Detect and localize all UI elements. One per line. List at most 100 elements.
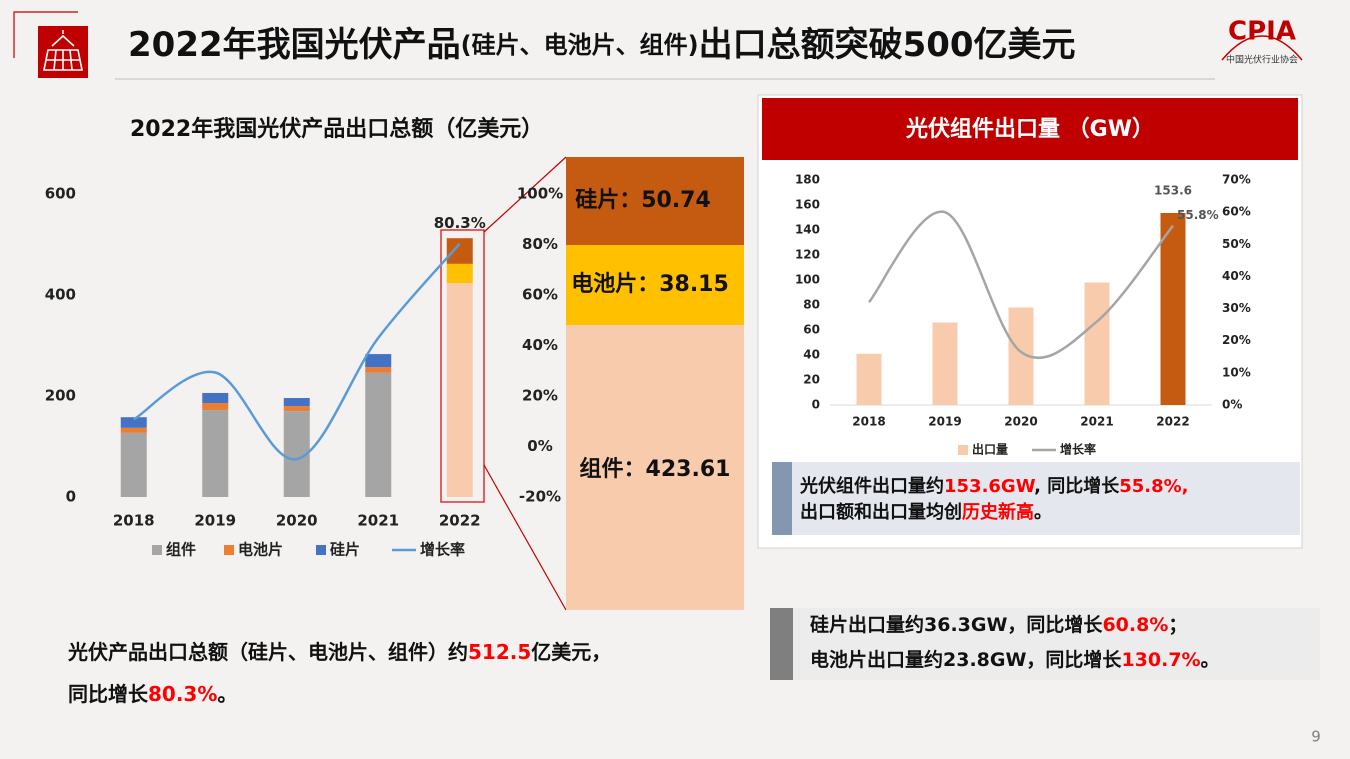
note-segment: 出口额和出口量均创 xyxy=(800,501,962,523)
note-segment: 。 xyxy=(1201,649,1220,671)
y2-tick-label: 10% xyxy=(1222,365,1251,379)
note-line: 出口额和出口量均创历史新高。 xyxy=(800,501,1052,523)
bar xyxy=(446,263,473,284)
icon-grid xyxy=(43,30,83,71)
breakdown-segment xyxy=(566,325,744,610)
bar xyxy=(202,410,229,497)
legend-label: 增长率 xyxy=(420,541,465,559)
y2-tick-label: 60% xyxy=(522,286,558,304)
note-segment: 光伏产品出口总额（硅片、电池片、组件）约 xyxy=(67,640,468,664)
page-number: 9 xyxy=(1311,728,1321,746)
bar xyxy=(120,427,147,433)
note-segment: 。 xyxy=(1034,502,1052,523)
connector xyxy=(483,464,567,611)
corner-decoration xyxy=(13,11,78,58)
x-tick-label: 2018 xyxy=(113,512,155,530)
bar xyxy=(365,354,392,368)
title-part: (硅片、电池片、组件) xyxy=(461,31,699,59)
y-tick-label: 0 xyxy=(66,488,76,506)
note-segment: ； xyxy=(1168,614,1187,636)
logo-arc xyxy=(1221,35,1303,61)
x-tick-label: 2021 xyxy=(1080,415,1113,429)
y-tick-label: 60 xyxy=(803,323,820,337)
y-tick-label: 100 xyxy=(795,273,820,287)
bar xyxy=(365,372,392,497)
note-segment: 153.6GW xyxy=(944,476,1036,497)
line-value-label: 55.8% xyxy=(1177,208,1219,222)
bar xyxy=(1160,213,1186,405)
legend-swatch xyxy=(152,545,162,555)
y2-tick-label: 30% xyxy=(1222,301,1251,315)
note-segment: 。 xyxy=(217,682,237,706)
note-segment: 55.8%, xyxy=(1119,476,1188,497)
y2-tick-label: -20% xyxy=(519,488,561,506)
note-segment: 80.3% xyxy=(148,682,217,706)
note-segment: 光伏组件出口量约 xyxy=(799,475,944,497)
y2-tick-label: 40% xyxy=(522,336,558,354)
legend-label: 出口量 xyxy=(972,442,1008,457)
note-accent xyxy=(772,462,792,535)
line-series xyxy=(868,210,1174,359)
note-segment: 60.8% xyxy=(1102,614,1168,636)
y-tick-label: 80 xyxy=(803,298,820,312)
bar xyxy=(446,283,473,497)
y2-tick-label: 60% xyxy=(1222,205,1251,219)
bar xyxy=(120,432,147,497)
y-tick-label: 160 xyxy=(795,198,820,212)
y-tick-label: 140 xyxy=(795,223,820,237)
breakdown-label: 硅片：50.74 xyxy=(575,188,711,213)
highlight-box xyxy=(440,229,485,503)
legend-swatch xyxy=(316,545,326,555)
line-series xyxy=(133,242,461,461)
y-tick-label: 20 xyxy=(803,373,820,387)
breakdown-segment xyxy=(566,245,744,325)
note-accent xyxy=(770,608,793,680)
x-tick-label: 2020 xyxy=(276,512,318,530)
y-tick-label: 600 xyxy=(45,185,76,203)
y2-tick-label: 0% xyxy=(527,437,552,455)
y-tick-label: 200 xyxy=(45,387,76,405)
panel-banner xyxy=(762,98,1298,160)
x-tick-label: 2019 xyxy=(928,415,961,429)
y-tick-label: 40 xyxy=(803,348,820,362)
legend-swatch xyxy=(224,545,234,555)
note-segment: , 同比增长 xyxy=(1034,475,1120,497)
note-box xyxy=(770,608,1320,680)
logo-subtitle: 中国光伏行业协会 xyxy=(1226,54,1298,66)
y2-tick-label: 50% xyxy=(1222,237,1251,251)
y-tick-label: 120 xyxy=(795,248,820,262)
note-line: 光伏产品出口总额（硅片、电池片、组件）约512.5亿美元， xyxy=(67,640,611,664)
legend-swatch xyxy=(958,445,968,455)
bar xyxy=(283,406,310,412)
x-tick-label: 2022 xyxy=(439,512,481,530)
note-segment: 130.7% xyxy=(1121,649,1200,671)
bar xyxy=(856,353,882,405)
bar xyxy=(120,417,147,428)
y2-tick-label: 0% xyxy=(1222,398,1242,412)
title-part: 出口总额突破500亿美元 xyxy=(699,25,1076,65)
line-value-label: 80.3% xyxy=(434,214,486,232)
x-tick-label: 2020 xyxy=(1004,415,1037,429)
legend-label: 硅片 xyxy=(330,541,360,559)
note-line: 同比增长80.3%。 xyxy=(68,682,237,706)
note-segment: 同比增长 xyxy=(68,682,149,706)
logo: CPIA xyxy=(1228,17,1296,47)
bar-value-label: 153.6 xyxy=(1154,184,1192,198)
y2-tick-label: 70% xyxy=(1222,173,1251,187)
y2-tick-label: 20% xyxy=(522,387,558,405)
bar xyxy=(202,392,229,404)
title-part: 2022年我国光伏产品 xyxy=(128,25,461,65)
y-tick-label: 180 xyxy=(795,173,820,187)
bar xyxy=(283,398,310,407)
note-segment: 电池片出口量约23.8GW，同比增长 xyxy=(810,648,1122,671)
breakdown-segment xyxy=(566,157,744,245)
y2-tick-label: 80% xyxy=(522,235,558,253)
slide-title: 2022年我国光伏产品(硅片、电池片、组件)出口总额突破500亿美元 xyxy=(128,25,1076,65)
y2-tick-label: 40% xyxy=(1222,269,1251,283)
note-line: 光伏组件出口量约153.6GW, 同比增长55.8%, xyxy=(799,475,1189,497)
bar xyxy=(202,403,229,411)
legend-label: 电池片 xyxy=(238,541,283,559)
note-segment: 历史新高 xyxy=(962,501,1034,523)
